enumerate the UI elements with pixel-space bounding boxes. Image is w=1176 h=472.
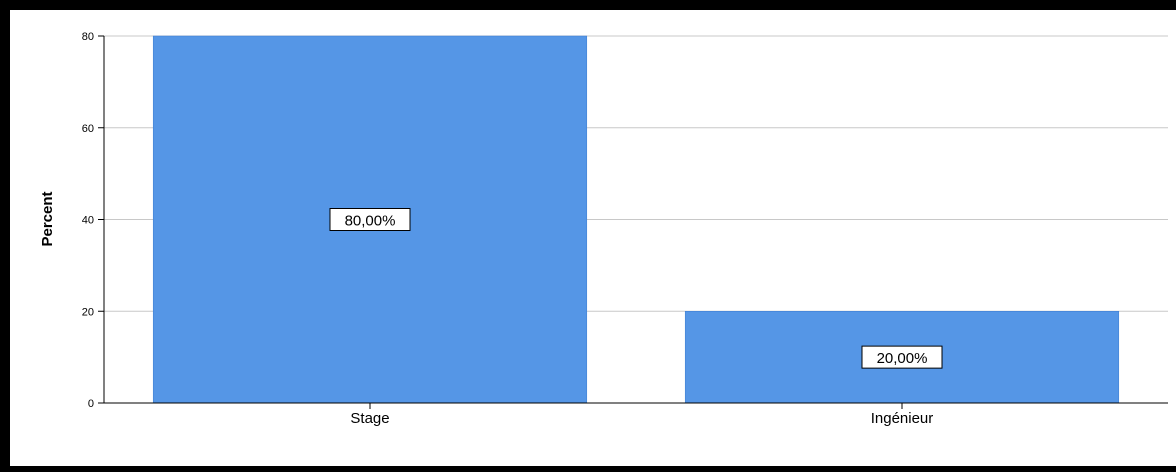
y-tick-label: 0	[88, 398, 94, 410]
data-label: 80,00%	[329, 208, 411, 231]
data-label-text: 20,00%	[877, 350, 928, 367]
data-label-text: 80,00%	[345, 213, 396, 230]
y-tick-label: 60	[82, 123, 94, 135]
y-tick-labels: 0 20 40 60 80	[82, 31, 104, 410]
x-category-label: Ingénieur	[871, 410, 934, 427]
y-axis-title: Percent	[39, 191, 56, 246]
data-label-box	[861, 345, 943, 369]
y-tick-label: 40	[82, 215, 94, 227]
data-label-box	[329, 208, 411, 231]
x-category-label: Stage	[350, 410, 389, 427]
y-tick-label: 20	[82, 306, 94, 318]
data-labels: 80,00% 20,00%	[329, 208, 943, 369]
y-tick-label: 80	[82, 31, 94, 43]
data-label: 20,00%	[861, 345, 943, 369]
x-category-labels: Stage Ingénieur	[350, 403, 933, 427]
